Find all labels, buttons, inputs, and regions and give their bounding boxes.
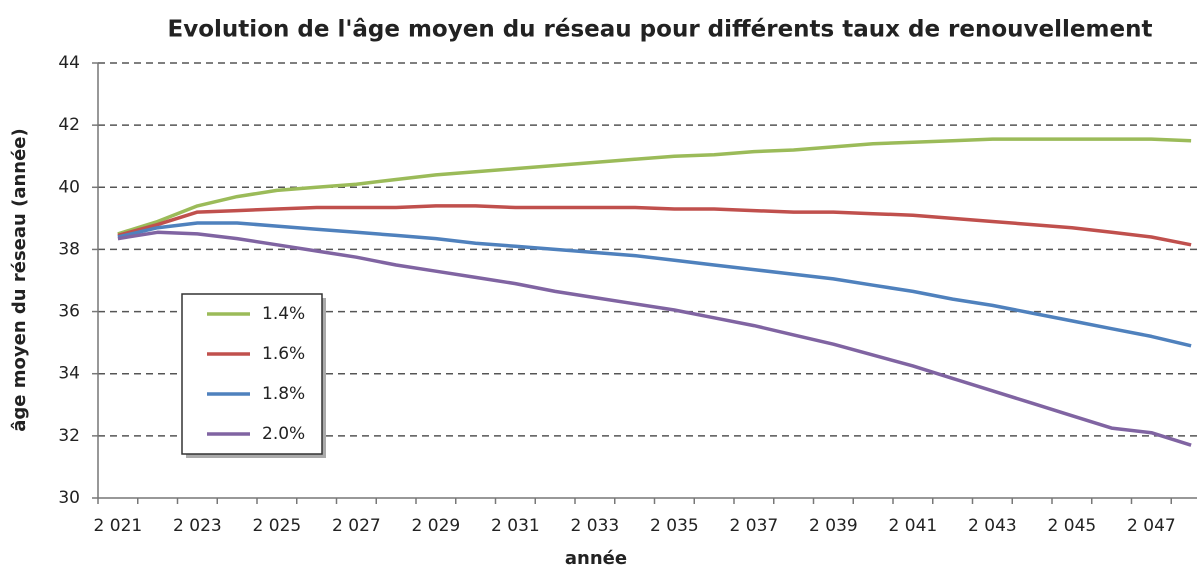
x-tick-label: 2 021 [94, 516, 143, 536]
y-tick-label: 40 [58, 177, 80, 197]
series-line [117, 137, 1192, 236]
x-tick-label: 2 037 [730, 516, 779, 536]
series-line [117, 230, 1192, 447]
y-tick-label: 30 [58, 488, 80, 508]
x-tick-label: 2 033 [571, 516, 620, 536]
legend-label: 1.8% [262, 384, 305, 404]
y-tick-label: 44 [58, 53, 80, 73]
x-tick-label: 2 043 [968, 516, 1017, 536]
y-tick-label: 36 [58, 302, 80, 322]
x-tick-label: 2 027 [332, 516, 381, 536]
x-axis-label: année [565, 548, 627, 568]
x-tick-label: 2 031 [491, 516, 540, 536]
legend [181, 293, 323, 455]
y-tick-label: 32 [58, 426, 80, 446]
x-tick-label: 2 045 [1048, 516, 1097, 536]
legend-label: 1.6% [262, 344, 305, 364]
x-tick-label: 2 025 [253, 516, 302, 536]
series-line [117, 204, 1192, 247]
legend-label: 2.0% [262, 424, 305, 444]
y-tick-label: 42 [58, 115, 80, 135]
x-tick-label: 2 039 [809, 516, 858, 536]
chart-title: Evolution de l'âge moyen du réseau pour … [168, 17, 1153, 43]
legend-label: 1.4% [262, 304, 305, 324]
x-tick-label: 2 023 [173, 516, 222, 536]
y-tick-label: 38 [58, 239, 80, 259]
x-tick-label: 2 029 [412, 516, 461, 536]
y-tick-label: 34 [58, 364, 80, 384]
y-axis-label: âge moyen du réseau (année) [9, 128, 30, 432]
x-tick-label: 2 035 [650, 516, 699, 536]
x-tick-label: 2 041 [889, 516, 938, 536]
series-line [117, 221, 1192, 348]
x-tick-label: 2 047 [1127, 516, 1176, 536]
